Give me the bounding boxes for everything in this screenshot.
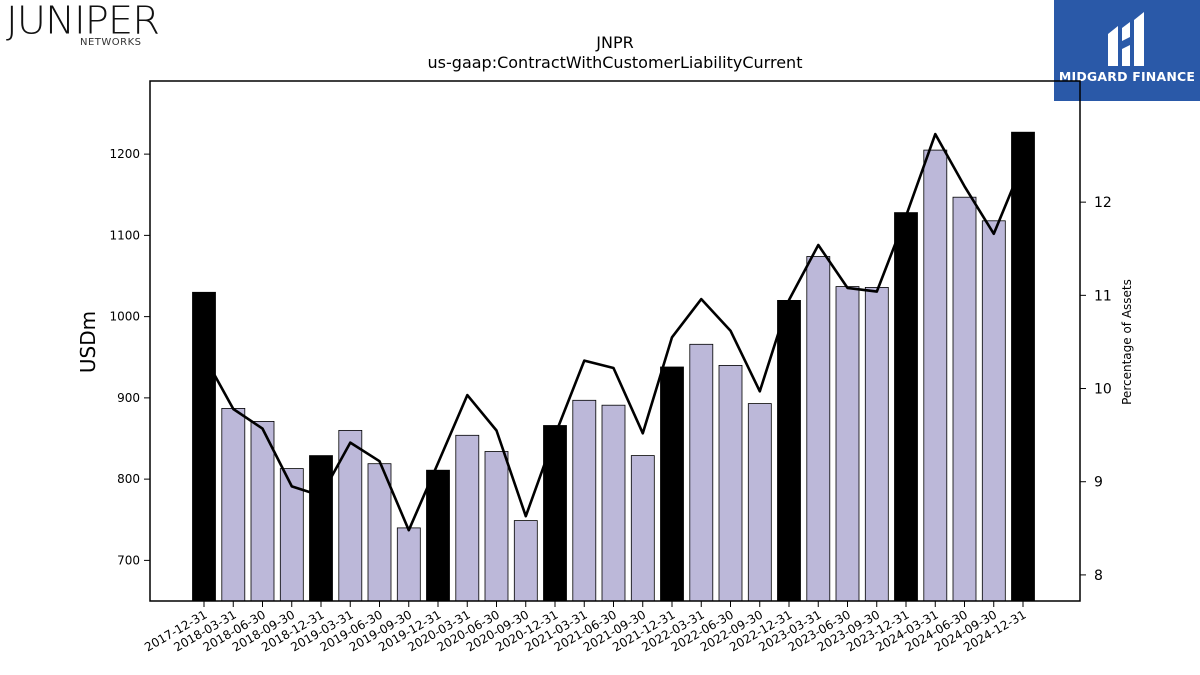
bar-2024-06-30 (952, 196, 977, 602)
chart-subtitle: us-gaap:ContractWithCustomerLiabilityCur… (428, 53, 803, 72)
bar-2019-09-30 (396, 527, 421, 602)
y2-tick-label: 9 (1094, 475, 1103, 491)
y2-tick-label: 11 (1094, 288, 1112, 304)
bar-2018-06-30 (250, 420, 275, 602)
bar-2018-03-31 (221, 407, 246, 602)
y-axis: 700 800 900 1000 1100 1200 (109, 147, 150, 567)
y2-tick-label: 12 (1094, 195, 1112, 211)
bar-2021-06-30 (601, 404, 626, 602)
y-tick-label: 900 (117, 391, 140, 405)
bar-2023-03-31 (806, 256, 831, 602)
bar-2024-12-31 (1011, 131, 1035, 602)
bar-2024-03-31 (923, 149, 948, 602)
y2-axis-label: Percentage of Assets (1120, 279, 1134, 405)
percentage-of-assets-line (202, 132, 1025, 532)
y-tick-label: 700 (117, 553, 140, 567)
bar-2021-09-30 (630, 455, 655, 602)
midgard-brand-text: MIDGARD FINANCE (1058, 69, 1196, 84)
midgard-mark-icon (1108, 12, 1144, 66)
bar-2023-09-30 (864, 286, 889, 602)
bars-group (192, 131, 1035, 602)
bar-2023-06-30 (835, 286, 860, 602)
y2-tick-label: 8 (1094, 568, 1103, 584)
bar-2022-06-30 (718, 364, 743, 602)
bar-2018-12-31 (309, 455, 333, 602)
bar-2020-09-30 (513, 520, 538, 602)
bar-2022-03-31 (689, 343, 714, 602)
bar-2020-03-31 (455, 434, 480, 602)
y2-tick-label: 10 (1094, 382, 1112, 398)
x-axis: 2017-12-312018-03-312018-06-302018-09-30… (142, 601, 1029, 654)
bar-2017-12-31 (192, 291, 216, 602)
plot-frame (149, 80, 1081, 602)
y-tick-label: 800 (117, 472, 140, 486)
midgard-finance-logo: MIDGARD FINANCE (1054, 0, 1200, 101)
y-tick-label: 1000 (109, 310, 140, 324)
y-axis-label: USDm (76, 311, 100, 373)
juniper-logo-subtext: NETWORKS (80, 37, 142, 48)
line-group (202, 132, 1025, 532)
chart-title: JNPR (595, 33, 633, 52)
juniper-logo: JUNIPER NETWORKS (4, 0, 164, 50)
bar-2019-12-31 (426, 469, 450, 602)
juniper-logo-wordmark: JUNIPER (6, 0, 160, 43)
bar-2019-06-30 (367, 463, 392, 602)
y-tick-label: 1100 (109, 228, 140, 242)
bar-2021-03-31 (572, 399, 597, 602)
bar-2020-06-30 (484, 451, 509, 602)
bar-2023-12-31 (894, 212, 918, 602)
y-tick-label: 1200 (109, 147, 140, 161)
bar-2022-09-30 (747, 403, 772, 602)
bar-2021-12-31 (660, 366, 684, 602)
y2-axis: 8 9 10 11 12 (1080, 195, 1112, 584)
bar-2024-09-30 (981, 220, 1006, 602)
bar-2022-12-31 (777, 299, 801, 602)
bar-2020-12-31 (543, 425, 567, 602)
